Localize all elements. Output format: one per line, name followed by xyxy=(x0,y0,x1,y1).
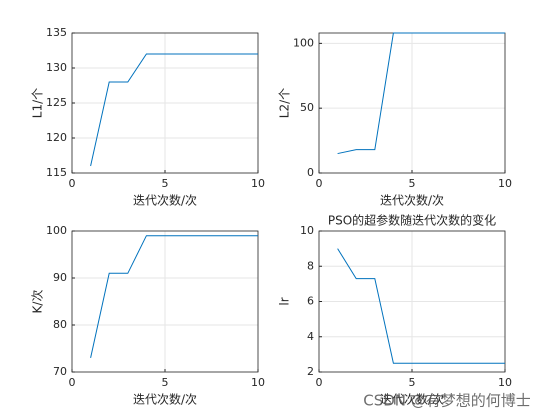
line xyxy=(337,248,505,364)
y-tick-label: 90 xyxy=(53,271,67,284)
x-tick-label: 0 xyxy=(316,376,323,389)
x-tick-label: 5 xyxy=(162,177,169,190)
x-tick-label: 0 xyxy=(69,177,76,190)
x-tick-label: 10 xyxy=(498,376,512,389)
x-tick-label: 10 xyxy=(251,177,265,190)
y-tick-label: 130 xyxy=(46,61,67,74)
y-tick-label: 2 xyxy=(307,365,314,378)
y-tick-label: 50 xyxy=(300,101,314,114)
x-tick-label: 0 xyxy=(316,177,323,190)
y-axis-label: lr xyxy=(278,297,292,305)
watermark: CSDN @有梦想的何博士 xyxy=(363,392,531,410)
x-tick-label: 0 xyxy=(69,376,76,389)
y-tick-label: 100 xyxy=(46,224,67,237)
x-tick-label: 5 xyxy=(409,177,416,190)
y-tick-label: 4 xyxy=(307,330,314,343)
y-tick-label: 80 xyxy=(53,318,67,331)
y-tick-label: 135 xyxy=(46,26,67,39)
x-tick-label: 10 xyxy=(498,177,512,190)
y-tick-label: 120 xyxy=(46,131,67,144)
axes-frame xyxy=(71,230,259,373)
y-tick-label: 70 xyxy=(53,365,67,378)
x-axis-label: 迭代次数/次 xyxy=(380,193,444,208)
x-tick-label: 10 xyxy=(251,376,265,389)
y-axis-label: K/次 xyxy=(31,290,45,314)
y-tick-label: 10 xyxy=(300,224,314,237)
y-tick-label: 125 xyxy=(46,96,67,109)
y-tick-label: 6 xyxy=(307,295,314,308)
line xyxy=(90,235,258,359)
y-axis-label: L1/个 xyxy=(31,88,45,118)
y-tick-label: 8 xyxy=(307,259,314,272)
line xyxy=(90,53,258,167)
x-tick-label: 5 xyxy=(162,376,169,389)
y-axis-label: L2/个 xyxy=(278,88,292,118)
x-tick-label: 5 xyxy=(409,376,416,389)
line xyxy=(337,32,505,155)
chart-title: PSO的超参数随迭代次数的变化 xyxy=(328,213,496,228)
x-axis-label: 迭代次数/次 xyxy=(133,193,197,208)
axes-frame xyxy=(318,230,506,373)
y-tick-label: 0 xyxy=(307,166,314,179)
y-tick-label: 100 xyxy=(293,36,314,49)
x-axis-label: 迭代次数/次 xyxy=(133,392,197,407)
y-tick-label: 115 xyxy=(46,166,67,179)
x-axis-label: 迭代次数/次 xyxy=(380,392,444,407)
axes-frame xyxy=(71,32,259,174)
